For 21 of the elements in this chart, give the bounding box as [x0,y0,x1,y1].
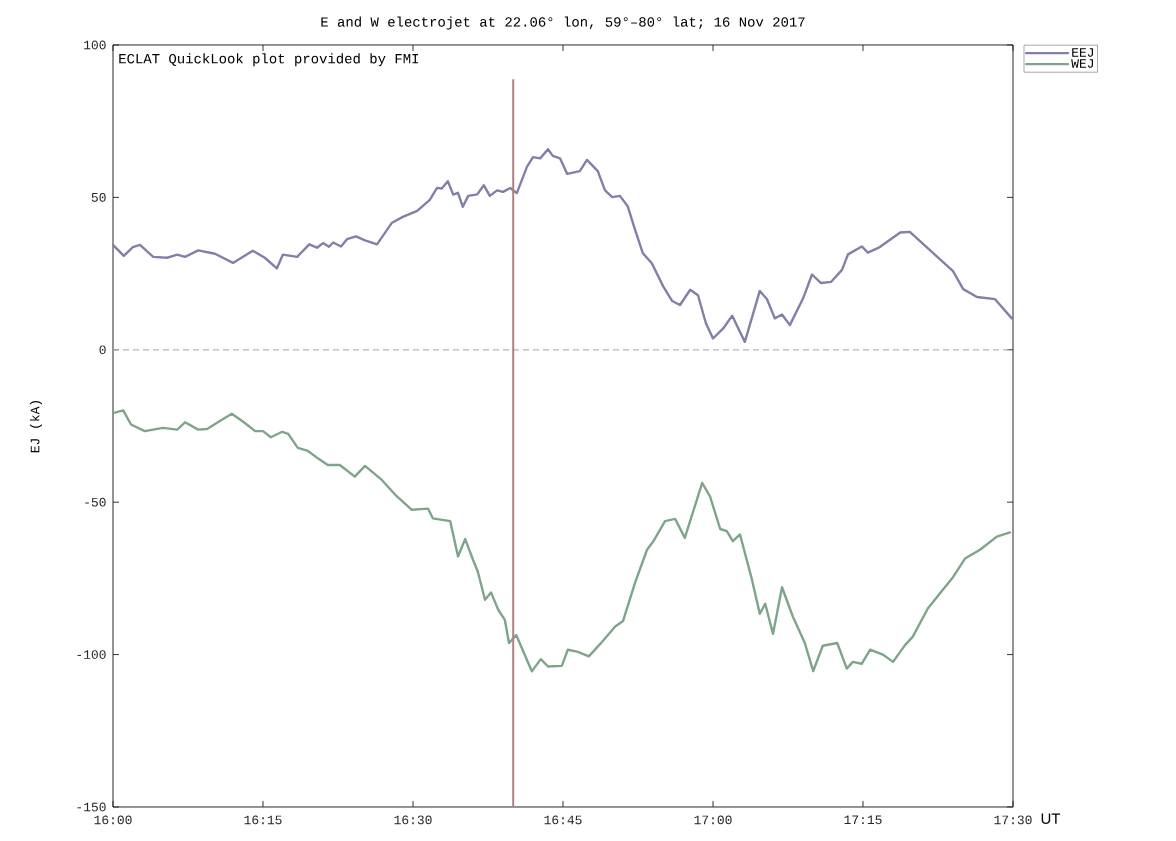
x-tick-label: 16:45 [544,815,582,825]
x-tick-label: 16:15 [244,815,282,825]
line-series [113,148,1014,344]
y-tick-label: -150 [77,802,106,812]
legend-label: WEJ [1071,59,1093,68]
y-tick-label: 50 [91,192,106,202]
x-tick-label: 16:00 [94,815,132,825]
y-tick-label: -100 [77,650,106,659]
y-tick-label: 0 [99,345,106,355]
annotation: ECLAT QuickLook plot provided by FMI [119,53,419,67]
x-tick-label: 16:30 [394,815,432,825]
y-tick-label: 100 [84,40,106,50]
chart-title: E and W electrojet at 22.06° lon, 59°–80° lat; 16 Nov 2017 [321,16,805,30]
legend-label: EEJ [1072,48,1093,57]
y-axis-title: EJ (kA) [29,400,42,453]
x-axis-title: UT [1041,813,1061,824]
x-tick-label: 17:30 [994,815,1032,825]
x-tick-label: 17:00 [694,815,732,825]
x-tick-label: 17:15 [844,815,882,825]
y-tick-label: -50 [85,497,106,507]
line-series [113,409,1012,673]
